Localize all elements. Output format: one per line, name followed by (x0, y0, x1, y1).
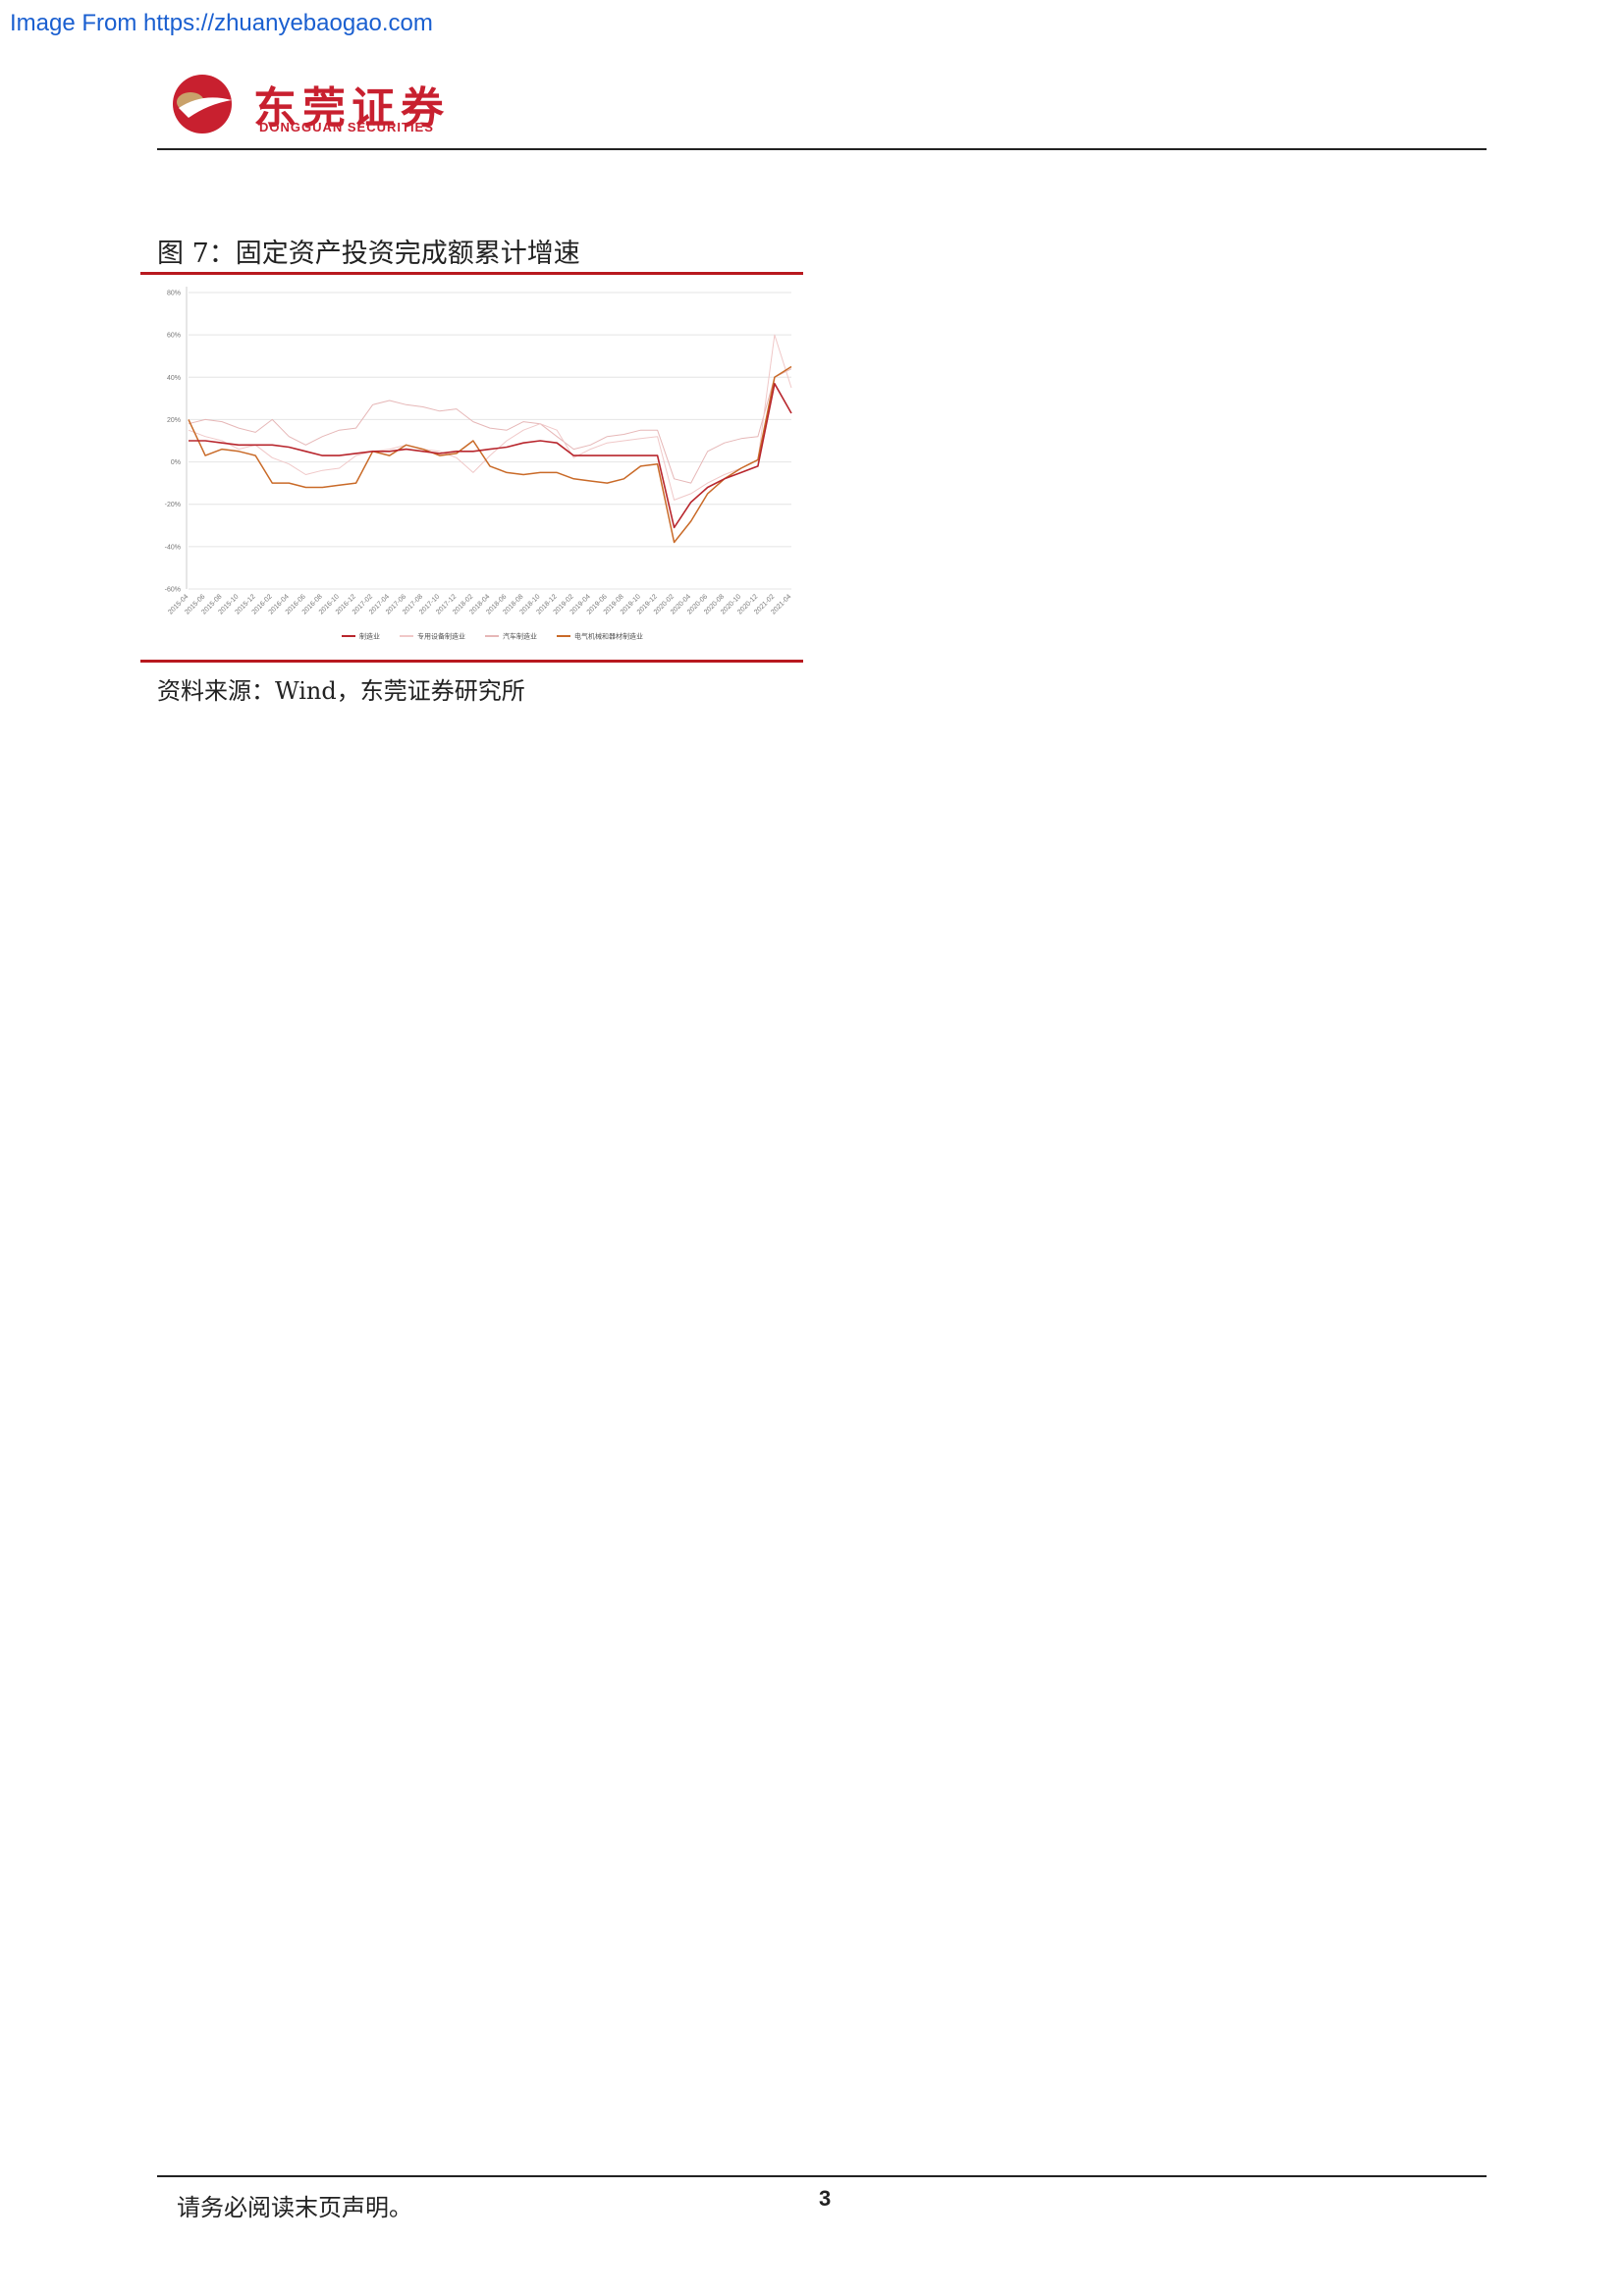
legend-label: 电气机械和器材制造业 (574, 632, 643, 641)
page-number: 3 (819, 2186, 832, 2211)
y-tick-label: 80% (167, 291, 181, 297)
logo-name-cn: 东莞证券 (253, 83, 450, 133)
y-tick-label: -40% (165, 544, 181, 551)
y-tick-label: -60% (165, 587, 181, 594)
line-chart: -60%-40%-20%0%20%40%60%80%2015-042015-06… (165, 287, 792, 641)
figure-title: 图 7：固定资产投资完成额累计增速 (157, 239, 580, 269)
figure-top-rule (140, 272, 803, 275)
series-line-1 (188, 334, 792, 501)
legend-label: 汽车制造业 (503, 632, 537, 641)
header-divider (157, 148, 1487, 150)
footer-divider (157, 2175, 1487, 2177)
figure-source: 资料来源：Wind，东莞证券研究所 (157, 677, 525, 705)
series-line-2 (188, 368, 792, 484)
legend-label: 制造业 (359, 632, 380, 641)
source-watermark[interactable]: Image From https://zhuanyebaogao.com (10, 10, 433, 36)
series-line-0 (189, 383, 792, 529)
footer-disclaimer: 请务必阅读末页声明。 (177, 2194, 412, 2221)
y-tick-label: 0% (171, 459, 181, 466)
chart-container: -60% -40% -20% 0% 20% 40% 60% 80% 2015-04 2015-06… (155, 279, 803, 657)
figure-bottom-rule (140, 660, 803, 663)
logo-emblem-icon (173, 75, 232, 133)
logo-name-en: DONGGUAN SECURITIES (259, 120, 434, 134)
series-line-3 (188, 365, 792, 544)
y-tick-label: 20% (167, 417, 181, 424)
company-logo: 东莞证券 DONGGUAN SECURITIES (165, 71, 460, 139)
legend-label: 专用设备制造业 (417, 632, 465, 641)
y-tick-label: 40% (167, 375, 181, 382)
y-tick-label: -20% (165, 502, 181, 508)
y-tick-label: 60% (167, 333, 181, 340)
